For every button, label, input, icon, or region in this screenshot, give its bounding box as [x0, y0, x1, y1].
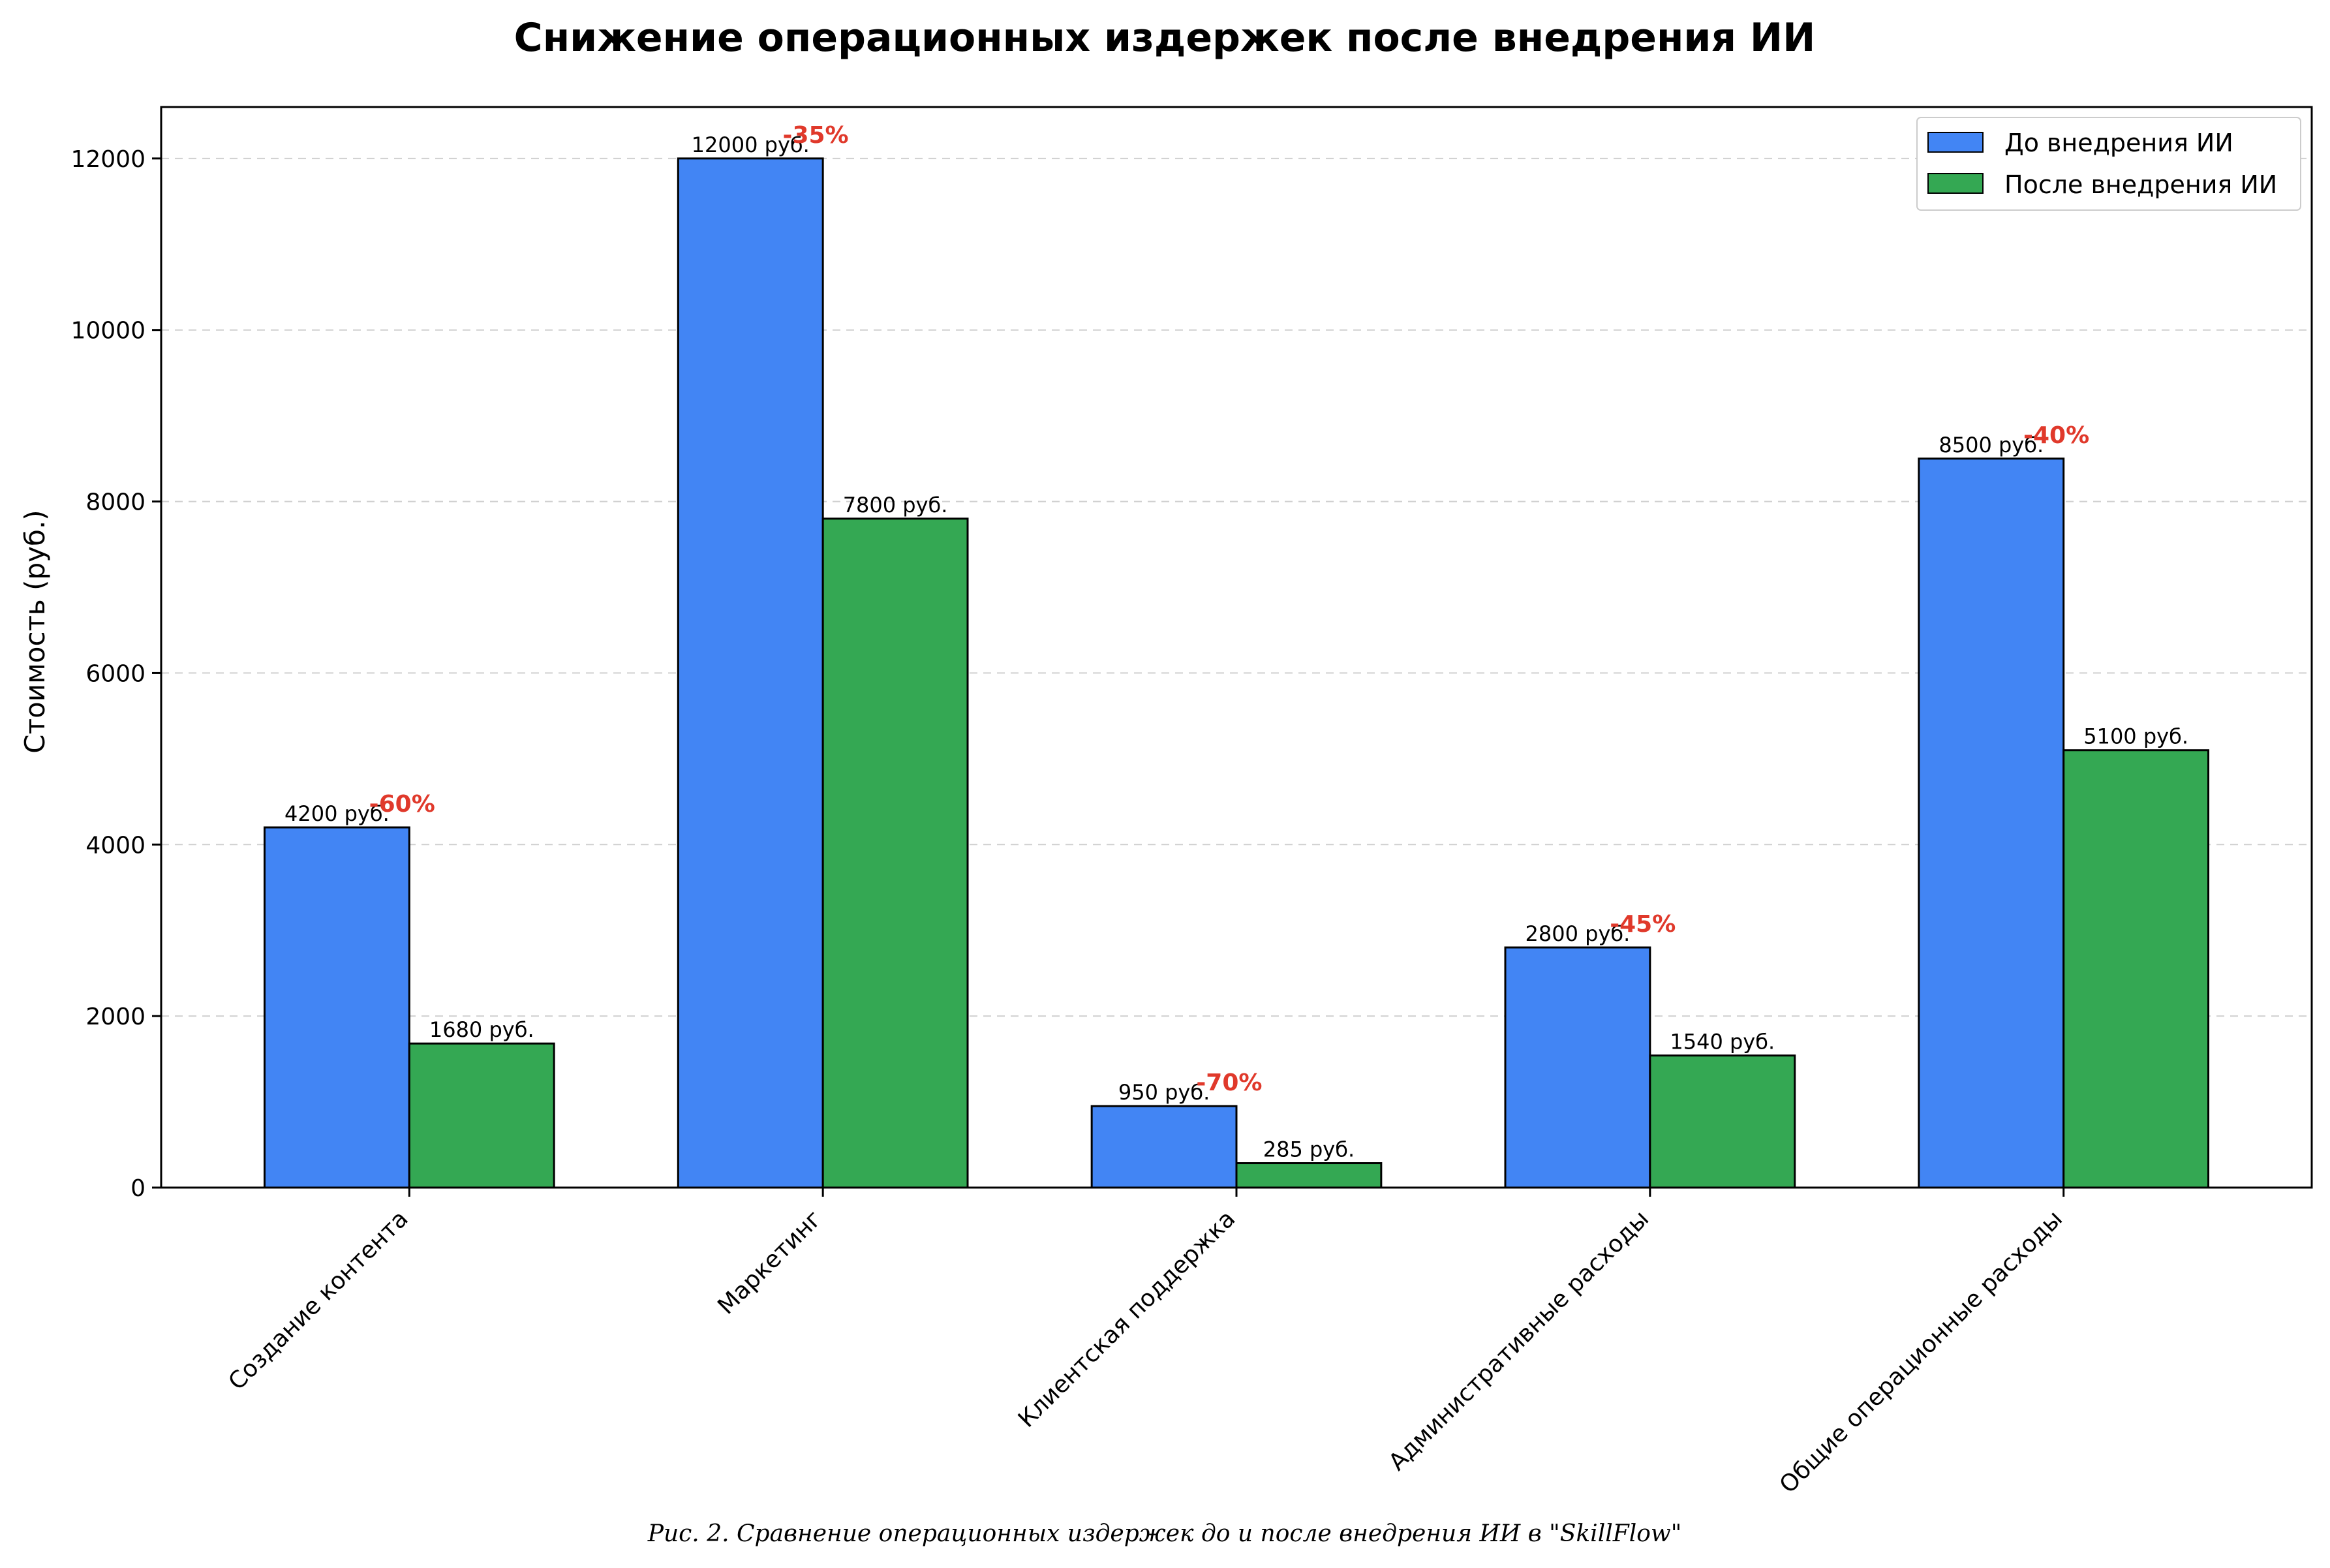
- value-label-after: 1680 руб.: [429, 1017, 534, 1042]
- x-tick-label: Административные расходы: [1384, 1205, 1654, 1475]
- reduction-label: -70%: [1196, 1069, 1262, 1096]
- x-tick-label: Общие операционные расходы: [1775, 1205, 2068, 1498]
- x-tick-label: Создание контента: [223, 1205, 413, 1395]
- value-label-after: 5100 руб.: [2083, 724, 2188, 749]
- reduction-label: -60%: [369, 791, 435, 818]
- legend-swatch-after: [1927, 173, 1984, 194]
- value-label-before: 950 руб.: [1118, 1080, 1210, 1105]
- x-axis-ticks: Создание контента Маркетинг Клиентская под…: [223, 1188, 2068, 1499]
- value-label-after: 285 руб.: [1263, 1137, 1355, 1162]
- y-tick-label: 10000: [70, 318, 146, 345]
- value-label-after: 7800 руб.: [843, 493, 948, 517]
- bars: [263, 157, 2210, 1189]
- reduction-label: -45%: [1610, 911, 1676, 938]
- value-label-before: 2800 руб.: [1525, 921, 1631, 946]
- bar-before: [263, 826, 410, 1189]
- value-labels: 4200 руб. 1680 руб. -60% 12000 руб. 7800 руб…: [284, 122, 2188, 1162]
- bar-after: [1235, 1162, 1383, 1189]
- bar-after: [408, 1042, 555, 1189]
- bar-before: [1918, 457, 2065, 1189]
- legend-swatch-before: [1927, 132, 1984, 153]
- y-axis-ticks: 0 2000 4000 6000 8000 10000 12000: [70, 146, 161, 1202]
- gridlines: [161, 157, 2312, 1017]
- legend-box: [1916, 117, 2301, 211]
- bar-before: [1090, 1105, 1238, 1189]
- bar-after: [1649, 1054, 1796, 1189]
- figure-caption: Рис. 2. Сравнение операционных издержек …: [647, 1520, 1682, 1547]
- legend-label-after: После внедрения ИИ: [2004, 170, 2277, 199]
- y-tick-label: 12000: [70, 146, 146, 173]
- reduction-label: -40%: [2023, 422, 2089, 449]
- legend: До внедрения ИИ После внедрения ИИ: [1916, 117, 2301, 211]
- chart-title: Снижение операционных издержек после вне…: [514, 15, 1816, 61]
- y-tick-label: 6000: [85, 660, 146, 687]
- y-tick-label: 8000: [85, 489, 146, 516]
- y-tick-label: 0: [130, 1175, 146, 1202]
- bar-after: [821, 517, 969, 1189]
- x-tick-label: Маркетинг: [713, 1205, 827, 1319]
- x-tick-label: Клиентская поддержка: [1013, 1205, 1241, 1433]
- reduction-label: -35%: [783, 122, 849, 149]
- value-label-after: 1540 руб.: [1670, 1030, 1775, 1054]
- value-label-before: 8500 руб.: [1939, 433, 2044, 457]
- value-label-before: 4200 руб.: [284, 801, 390, 826]
- y-axis-label: Стоимость (руб.): [19, 510, 51, 753]
- bar-after: [2062, 749, 2210, 1189]
- y-tick-label: 2000: [85, 1004, 146, 1030]
- bar-before: [1504, 946, 1651, 1189]
- legend-label-before: До внедрения ИИ: [2004, 129, 2233, 157]
- bar-before: [677, 157, 824, 1189]
- y-tick-label: 4000: [85, 832, 146, 859]
- value-label-before: 12000 руб.: [692, 132, 810, 157]
